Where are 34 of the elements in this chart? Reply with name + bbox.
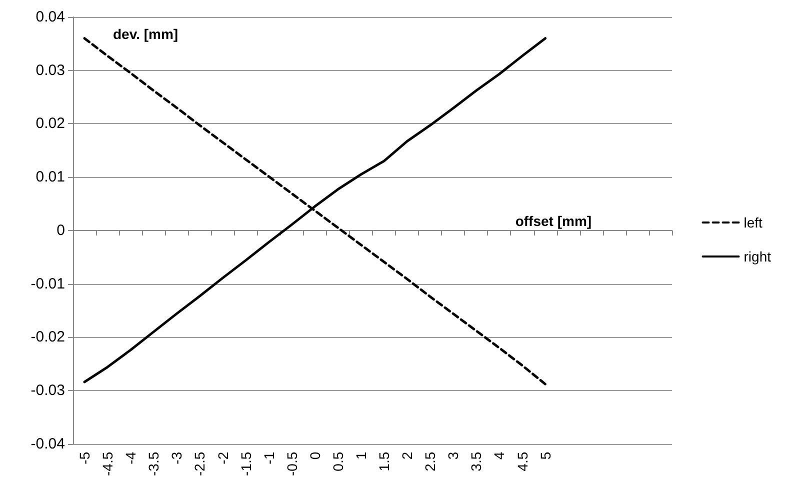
x-tick-label: 4.5 — [514, 452, 530, 472]
x-tick-label: 1.5 — [376, 452, 392, 472]
y-axis-title: dev. [mm] — [113, 26, 178, 42]
x-tick-label: -4.5 — [100, 452, 116, 476]
x-tick-label: 5 — [537, 452, 554, 460]
legend-label: left — [744, 214, 763, 230]
x-tick-label: -1 — [260, 452, 277, 464]
x-tick-label: -0.5 — [284, 452, 300, 476]
x-tick-label: 3.5 — [468, 452, 484, 472]
x-tick-label: 0 — [306, 452, 323, 460]
x-tick-label: -3.5 — [146, 452, 162, 476]
x-tick-label: -3 — [168, 452, 185, 464]
x-tick-label: -2.5 — [192, 452, 208, 476]
x-tick-label: 2 — [399, 452, 416, 460]
x-tick-label: 4 — [491, 452, 508, 460]
y-tick-label: 0.04 — [36, 8, 65, 26]
y-tick-label: 0.02 — [36, 115, 65, 132]
y-tick-label: -0.04 — [30, 435, 65, 452]
x-tick-label: 0.5 — [330, 452, 346, 472]
x-axis-title: offset [mm] — [515, 213, 592, 229]
x-tick-label: -2 — [214, 452, 231, 464]
y-tick-label: -0.03 — [30, 382, 65, 400]
y-tick-label: 0 — [56, 222, 65, 239]
x-tick-label: -1.5 — [238, 452, 254, 476]
legend-label: right — [744, 248, 772, 264]
x-tick-label: 2.5 — [422, 452, 438, 472]
x-tick-label: -4 — [122, 452, 139, 464]
y-tick-label: -0.01 — [30, 275, 65, 292]
y-tick-label: 0.01 — [36, 168, 65, 186]
x-tick-label: 1 — [352, 452, 369, 460]
x-tick-label: -5 — [76, 452, 93, 464]
y-tick-label: 0.03 — [36, 62, 65, 79]
x-tick-label: 3 — [445, 452, 462, 460]
y-tick-label: -0.02 — [30, 328, 65, 346]
